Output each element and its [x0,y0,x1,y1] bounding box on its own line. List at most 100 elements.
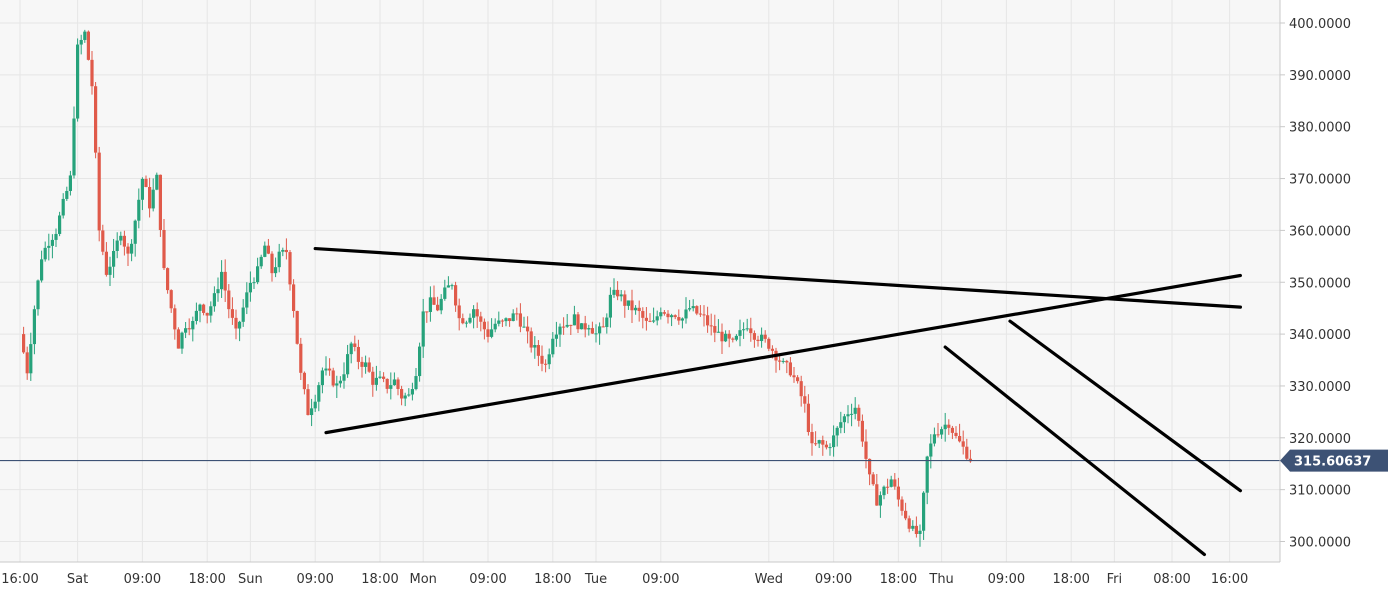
candle [292,279,296,318]
candle [533,336,537,359]
candle [313,394,317,412]
candle-body [709,325,713,327]
candle [101,224,105,256]
candle-body [756,339,760,342]
candle [270,251,274,282]
y-tick-label: 390.0000 [1289,69,1351,84]
x-tick-label: 09:00 [296,572,333,587]
candle-body [180,332,184,349]
x-tick-label: 18:00 [188,572,225,587]
candle [536,340,540,367]
candle-body [169,290,173,309]
candle-body [83,31,87,40]
candle-body [425,311,429,313]
candle [29,332,33,381]
candle-body [68,175,72,191]
candle [608,287,612,328]
candle-body [742,329,746,331]
candle [209,301,213,323]
candle-body [32,309,36,345]
candle [486,321,490,343]
candle-body [871,474,875,485]
candle-body [536,345,540,356]
candle-body [911,525,915,529]
candle-body [342,374,346,381]
candle-body [140,178,144,200]
y-tick-label: 330.0000 [1289,380,1351,395]
candle [641,307,645,329]
candle-body [511,313,515,322]
y-tick-label: 380.0000 [1289,121,1351,136]
candle [886,478,890,494]
candle-body [698,313,702,315]
candle [248,271,252,302]
candle [806,394,810,436]
candle-body [767,338,771,349]
candle-body [500,320,504,322]
candle-body [389,385,393,389]
candle-body [317,385,321,402]
candle [306,384,310,416]
candle-body [929,443,933,457]
candle [396,377,400,396]
candle [50,234,54,259]
trendline [1008,319,1243,493]
candle [47,233,51,261]
candle [655,310,659,326]
candle [803,385,807,413]
candle [493,318,497,333]
candle [709,313,713,336]
candle [274,257,278,278]
candle-body [238,321,242,329]
candle [878,491,882,518]
candle-body [104,251,108,275]
candle [176,327,180,349]
candle-body [569,324,573,326]
candle-body [338,380,342,384]
candle-body [360,361,364,367]
candle [648,313,652,323]
candle-body [454,285,458,306]
candle [482,318,486,340]
candle [245,282,249,315]
candle-body [155,174,159,190]
candle-body [306,389,310,416]
candle-body [148,186,152,209]
candle-body [47,245,51,248]
x-tick-label: 18:00 [1052,572,1089,587]
candle-body [792,375,796,378]
candle-body [958,436,962,442]
candle [778,355,782,371]
candle [814,431,818,446]
candle [587,324,591,336]
candle [108,256,112,287]
candle-body [587,328,591,330]
candle-body [738,330,742,336]
candle [731,337,735,343]
candle [713,314,717,343]
candle [252,277,256,289]
candle [223,259,227,302]
candle-body [29,344,33,374]
candle [824,440,828,450]
x-tick-label: 18:00 [361,572,398,587]
candle [191,316,195,342]
candle [180,331,184,354]
x-tick-label: 09:00 [988,572,1025,587]
candle-body [101,230,105,252]
candle [850,403,854,427]
candle-body [227,290,231,310]
trendlines [313,246,1243,557]
candle [691,299,695,312]
candle [515,307,519,321]
candle [958,423,962,443]
candle-body [385,378,389,389]
candle [158,174,162,237]
candle-body [256,266,260,283]
candle [724,330,728,343]
candle-body [367,362,371,372]
candle [479,311,483,332]
candle [349,341,353,364]
